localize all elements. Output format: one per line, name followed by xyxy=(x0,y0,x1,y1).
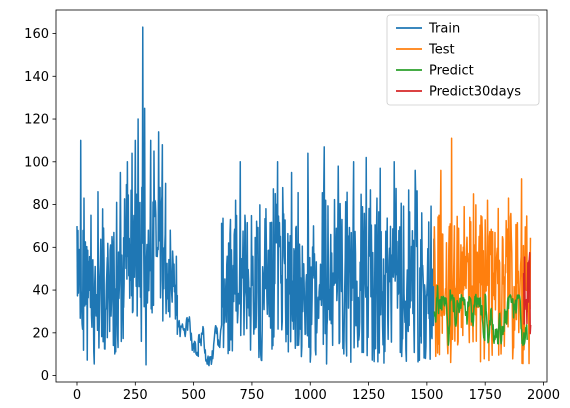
y-tick-label: 80 xyxy=(32,198,49,213)
y-axis: 0 20 40 60 80 100 120 140 160 xyxy=(24,27,56,384)
legend-label-predict30days: Predict30days xyxy=(429,85,521,100)
y-tick-label: 0 xyxy=(41,369,49,384)
x-tick-label: 750 xyxy=(240,388,265,403)
legend: Train Test Predict Predict30days xyxy=(386,14,540,106)
x-tick-label: 1500 xyxy=(410,388,443,403)
y-tick-label: 160 xyxy=(24,27,49,42)
axes-frame xyxy=(55,9,548,383)
x-axis: 0 250 500 750 1000 1250 1500 1750 2000 xyxy=(73,382,560,403)
y-tick-label: 140 xyxy=(24,70,49,85)
x-tick-label: 1250 xyxy=(352,388,385,403)
x-tick-label: 0 xyxy=(73,388,81,403)
legend-label-train: Train xyxy=(428,22,460,37)
legend-label-test: Test xyxy=(428,43,455,58)
series-line-train xyxy=(76,26,435,367)
series-line-predict xyxy=(433,285,528,347)
y-tick-label: 60 xyxy=(32,241,49,256)
series-line-predict30days xyxy=(522,251,532,335)
x-tick-label: 500 xyxy=(181,388,206,403)
plot-area xyxy=(76,26,532,367)
x-tick-label: 250 xyxy=(123,388,148,403)
legend-box xyxy=(386,14,540,106)
x-tick-label: 1000 xyxy=(294,388,327,403)
y-tick-label: 100 xyxy=(24,155,49,170)
y-tick-label: 40 xyxy=(32,284,49,299)
x-tick-label: 2000 xyxy=(527,388,560,403)
y-tick-label: 120 xyxy=(24,113,49,128)
y-tick-label: 20 xyxy=(32,326,49,341)
legend-label-predict: Predict xyxy=(429,64,474,79)
x-tick-label: 1750 xyxy=(469,388,502,403)
